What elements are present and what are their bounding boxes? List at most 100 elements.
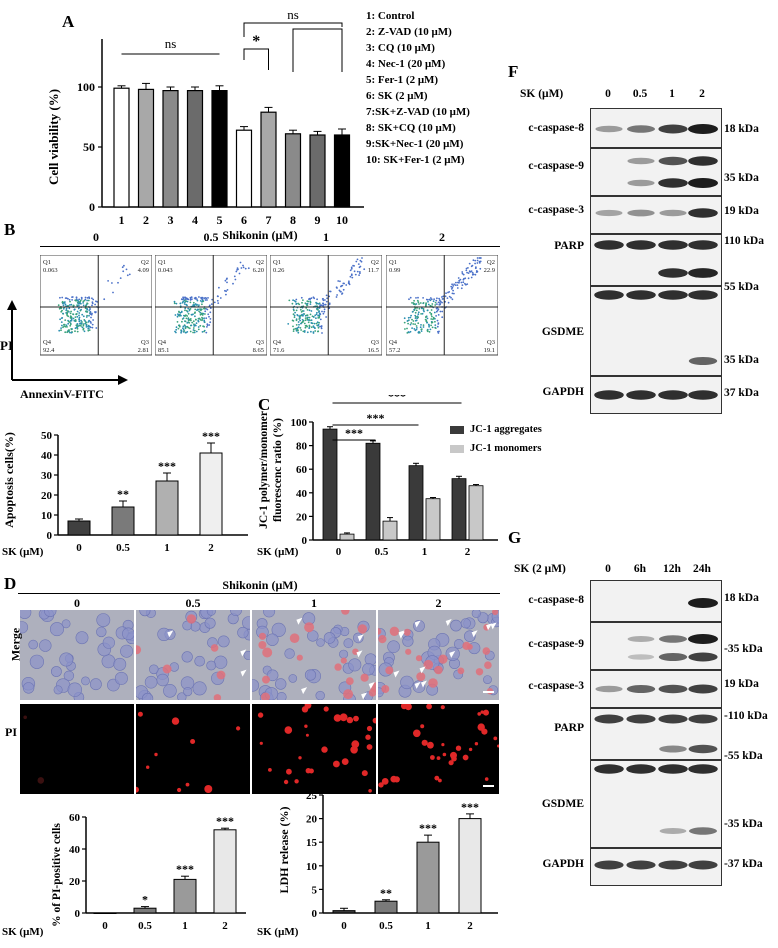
flow-event	[322, 302, 324, 305]
micro-dose-label: 2	[435, 596, 442, 610]
flow-event	[80, 325, 82, 327]
pi-positive-cell	[343, 689, 354, 700]
flow-event	[225, 278, 228, 280]
cell	[288, 674, 298, 683]
flow-event	[78, 320, 81, 323]
flow-event	[407, 316, 410, 319]
legend-swatch-aggregates	[450, 425, 464, 434]
flow-event	[194, 324, 196, 326]
x-tick-label: 0.5	[375, 546, 389, 558]
panelF-marker-5: 35 kDa	[724, 354, 759, 366]
flow-event	[359, 272, 361, 275]
flow-event	[464, 277, 467, 280]
flow-event	[456, 284, 459, 286]
flow-event	[292, 299, 294, 302]
band	[658, 764, 688, 774]
flow-event	[103, 298, 106, 301]
flow-event	[317, 325, 319, 327]
flow-event	[240, 267, 243, 269]
flow-event	[428, 325, 430, 328]
pi-signal	[372, 717, 376, 724]
flow-event	[306, 314, 309, 317]
flow-event	[205, 297, 208, 300]
flow-event	[310, 322, 313, 324]
y-tick-label: 20	[69, 876, 81, 888]
flow-event	[296, 329, 299, 332]
pi-signal	[171, 717, 180, 725]
flow-event	[314, 330, 317, 332]
flow-event	[69, 317, 72, 319]
band	[626, 764, 656, 774]
flow-event	[306, 309, 309, 311]
flow-event	[200, 297, 203, 300]
flow-event	[307, 300, 310, 303]
cell	[402, 635, 414, 647]
pi-signal	[477, 712, 481, 716]
band	[688, 744, 718, 754]
flow-event	[318, 307, 321, 309]
flow-event	[325, 316, 327, 318]
flow-event	[184, 309, 186, 312]
flow-event	[180, 330, 183, 333]
pi-signal	[136, 786, 139, 793]
pi-positive-cell	[462, 641, 471, 650]
flow-event	[430, 324, 432, 327]
cell	[483, 675, 492, 684]
panel-c-ylabel-1: JC-1 polymer/monomer	[258, 411, 270, 529]
legend-monomers: JC-1 monomers	[470, 443, 542, 454]
flow-event	[417, 322, 420, 325]
panelF-marker-0: 18 kDa	[724, 123, 759, 135]
flow-event	[192, 329, 195, 331]
x-tick-label: 6	[241, 213, 247, 227]
panel-letter-g: G	[508, 528, 522, 547]
flow-event	[319, 325, 321, 328]
pi-signal	[421, 739, 428, 746]
flow-event	[415, 297, 417, 299]
pi-signal	[294, 779, 299, 784]
flow-event	[247, 267, 250, 270]
flow-event	[413, 328, 416, 330]
flow-event	[341, 293, 343, 295]
panel-a-chart: Cell viability (%) 0 50 100 1 2 3 4 5 6 7 8 9 10 ns * n…	[46, 7, 364, 227]
flow-event	[325, 294, 328, 297]
pi-signal	[474, 742, 479, 746]
y-tick-label: 40	[296, 488, 308, 500]
flow-event	[316, 298, 318, 301]
panel-letter-f: F	[508, 62, 519, 81]
merge-bg	[252, 610, 376, 700]
cell	[122, 627, 134, 641]
flow-event	[208, 324, 211, 326]
flow-event	[60, 327, 62, 329]
band	[688, 240, 718, 250]
flow-event	[117, 281, 119, 284]
flow-event	[219, 297, 222, 299]
flow-event	[438, 297, 440, 300]
q1-name: Q1	[273, 259, 281, 266]
flow-event	[470, 270, 473, 272]
panel-b-bar-chart: Apoptosis cells(%) 0 10 20 30 40 50 0 ** 0.5 *** 1…	[2, 429, 248, 558]
flow-event	[479, 257, 482, 259]
band	[626, 714, 656, 724]
flow-event	[410, 322, 413, 324]
panelG-marker-0: 18 kDa	[724, 592, 759, 604]
panelG-lane-1: 6h	[633, 563, 647, 575]
cell	[230, 610, 242, 616]
flow-event	[325, 300, 328, 303]
flow-event	[75, 297, 78, 299]
flow-event	[310, 319, 313, 322]
flow-event	[174, 330, 176, 333]
flow-event	[349, 269, 352, 272]
pi-signal	[481, 728, 488, 735]
sig-ns-1: ns	[165, 36, 177, 51]
flow-event	[307, 316, 309, 319]
panelG-blot-5	[590, 848, 722, 886]
flow-event	[441, 296, 443, 298]
flow-event	[318, 321, 320, 324]
pi-signal	[393, 776, 400, 783]
flow-event	[433, 311, 436, 314]
panelG-protein-3: PARP	[554, 722, 584, 734]
flow-event	[321, 310, 323, 313]
flow-event	[75, 299, 77, 302]
flow-event	[209, 307, 212, 309]
flow-event	[350, 266, 353, 269]
